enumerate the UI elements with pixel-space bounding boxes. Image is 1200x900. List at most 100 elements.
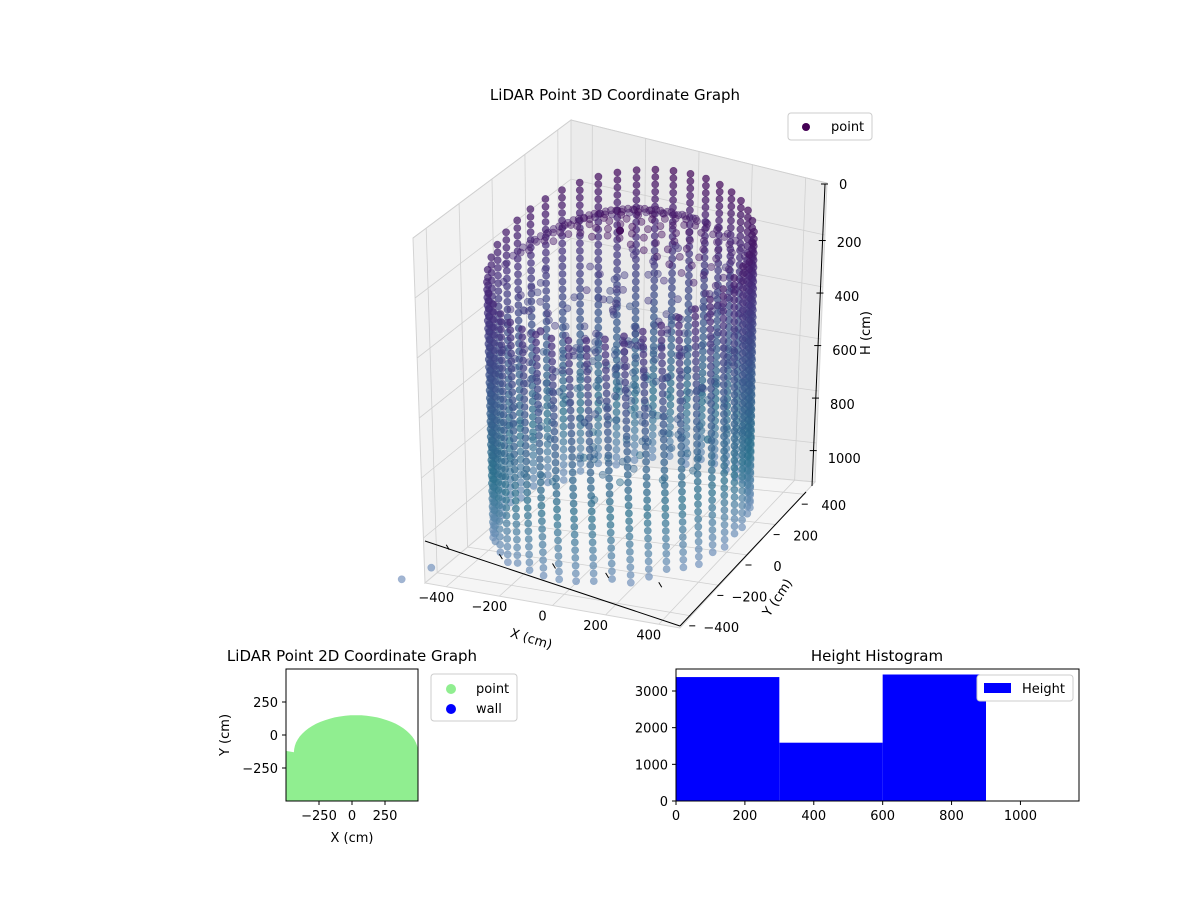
point-3d (708, 533, 717, 542)
point-3d (701, 196, 710, 205)
point-3d (676, 374, 684, 383)
point-3d (592, 329, 600, 338)
point-3d (571, 569, 580, 578)
point-3d (613, 258, 621, 267)
point-3d (559, 422, 568, 431)
point-3d (518, 340, 527, 349)
legend-histogram: Height (976, 674, 1074, 702)
point-3d (632, 324, 640, 333)
point-3d (510, 465, 519, 474)
point-3d (632, 225, 641, 234)
point-3d (623, 440, 631, 448)
point-3d (639, 342, 648, 351)
point-3d (643, 519, 652, 527)
point-3d (697, 228, 706, 237)
point-3d (694, 552, 703, 561)
point-3d (675, 351, 684, 360)
point-3d (719, 373, 728, 382)
point-3d (594, 300, 603, 309)
point-3d (538, 540, 547, 549)
point-3d (513, 551, 522, 560)
point-3d (553, 513, 562, 522)
point-3d (602, 381, 611, 390)
point-3d (660, 276, 668, 285)
point-3d (585, 429, 594, 438)
point-3d (724, 265, 733, 274)
legend-2d-marker-wall (446, 704, 456, 714)
point-3d (707, 392, 715, 400)
point-3d (599, 295, 608, 304)
point-3d (660, 458, 669, 467)
point-3d (523, 488, 532, 497)
point-3d (576, 262, 584, 270)
point-3d (643, 503, 652, 512)
point-3d (522, 449, 530, 458)
point-3d (730, 529, 739, 538)
point-3d (612, 445, 621, 454)
point-3d (639, 246, 648, 255)
point-3d (521, 418, 529, 427)
point-3d (648, 431, 657, 439)
point-3d (523, 297, 532, 306)
point-3d (493, 447, 502, 456)
point-3d (609, 310, 618, 319)
point-3d (719, 273, 728, 282)
point-3d (707, 421, 716, 430)
point-3d (730, 405, 739, 414)
point-3d (669, 174, 678, 183)
point-3d (622, 417, 631, 425)
point-3d (570, 515, 578, 523)
point-3d (558, 315, 567, 324)
point-3d (535, 424, 543, 432)
point-3d (503, 550, 512, 559)
x-tick-label: −400 (418, 591, 454, 606)
point-3d (701, 203, 710, 212)
point-3d (508, 396, 517, 404)
legend-histogram-swatch (984, 683, 1011, 693)
point-3d (634, 211, 643, 220)
point-3d (678, 518, 687, 526)
point-3d (658, 367, 667, 375)
point-3d (719, 388, 728, 397)
point-3d (496, 317, 505, 326)
point-3d (548, 365, 557, 374)
point-3d (580, 322, 589, 331)
point-3d (659, 428, 668, 436)
point-3d (632, 173, 641, 182)
point-3d (535, 431, 543, 440)
point-3d (730, 368, 739, 377)
point-3d (682, 244, 691, 253)
point-3d (622, 432, 631, 441)
point-3d (730, 420, 739, 428)
point-3d (738, 320, 747, 329)
point-3d (500, 449, 509, 458)
point-3d (492, 393, 500, 402)
point-3d (714, 266, 723, 275)
point-3d (576, 391, 585, 399)
point-3d (558, 239, 567, 248)
point-3d (525, 558, 534, 567)
z-tick-label: 400 (834, 290, 859, 305)
point-3d (520, 395, 529, 404)
point-3d (676, 404, 685, 413)
point-3d (708, 488, 716, 497)
point-3d (693, 455, 702, 464)
point-3d (676, 419, 685, 428)
x-tick-label-2d: −250 (301, 809, 337, 824)
point-3d (677, 434, 685, 443)
point-3d (648, 410, 657, 419)
point-3d (604, 459, 613, 467)
point-3d (644, 565, 653, 573)
point-3d (629, 368, 637, 377)
point-3d (576, 254, 584, 263)
point-3d (558, 193, 566, 202)
point-3d (489, 300, 498, 309)
point-3d (700, 236, 708, 245)
point-3d (491, 362, 499, 371)
z-tick-label: 600 (832, 344, 857, 359)
point-3d (643, 488, 651, 497)
point-3d (502, 243, 511, 252)
point-3d (576, 322, 584, 331)
point-3d (659, 435, 668, 444)
x-tick-label-histogram: 200 (732, 809, 757, 824)
